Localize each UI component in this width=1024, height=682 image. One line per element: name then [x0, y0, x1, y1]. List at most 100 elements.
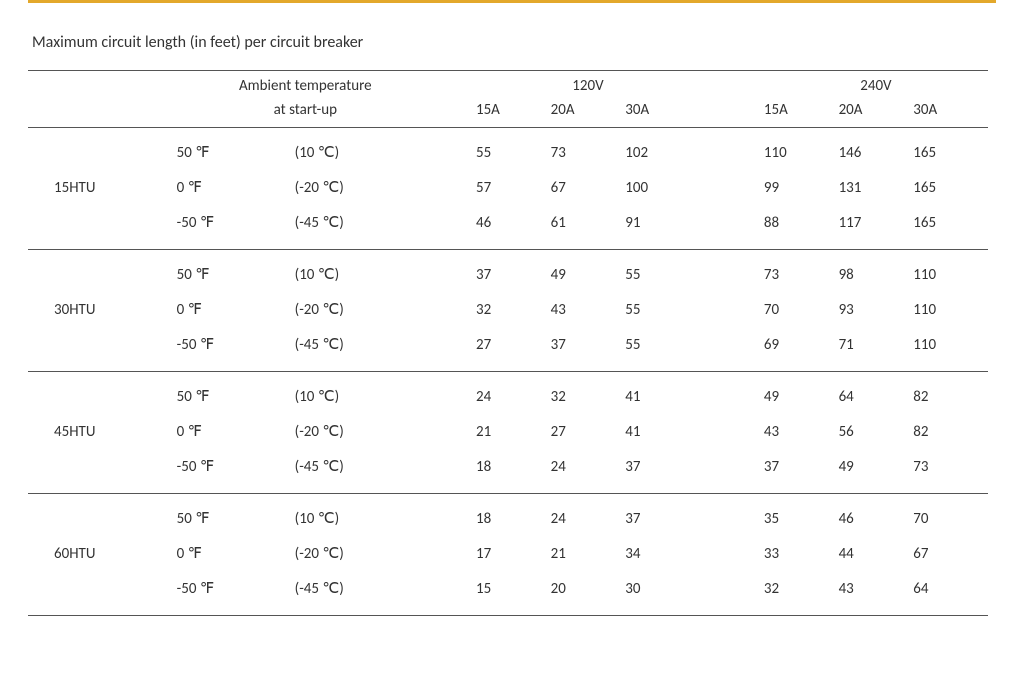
temp-c: (-20 ℃)	[295, 537, 444, 572]
value-cell: 32	[476, 293, 551, 328]
value-cell: 55	[476, 128, 551, 172]
value-cell: 37	[625, 450, 700, 494]
model-label: 45HTU	[28, 415, 167, 450]
value-cell: 20	[551, 572, 626, 616]
temp-c: (-45 ℃)	[295, 450, 444, 494]
value-cell: 43	[839, 572, 914, 616]
temp-c: (10 ℃)	[295, 128, 444, 172]
value-cell: 35	[764, 494, 839, 538]
value-cell: 49	[764, 372, 839, 416]
value-cell: 88	[764, 206, 839, 250]
table-row: 60HTU0 ℉(-20 ℃)172134334467	[28, 537, 988, 572]
header-row-1: Ambient temperature 120V 240V	[28, 71, 988, 98]
temp-c: (10 ℃)	[295, 250, 444, 294]
value-cell: 93	[839, 293, 914, 328]
value-cell: 37	[476, 250, 551, 294]
table-row: 50 ℉(10 ℃)5573102110146165	[28, 128, 988, 172]
table-row: -50 ℉(-45 ℃)152030324364	[28, 572, 988, 616]
value-cell: 117	[839, 206, 914, 250]
table-row: -50 ℉(-45 ℃)2737556971110	[28, 328, 988, 372]
value-cell: 17	[476, 537, 551, 572]
value-cell: 30	[625, 572, 700, 616]
amp-20a-120: 20A	[551, 97, 626, 128]
value-cell: 32	[764, 572, 839, 616]
table-row: -50 ℉(-45 ℃)182437374973	[28, 450, 988, 494]
amp-30a-240: 30A	[913, 97, 988, 128]
value-cell: 73	[764, 250, 839, 294]
value-cell: 27	[476, 328, 551, 372]
value-cell: 64	[839, 372, 914, 416]
value-cell: 55	[625, 250, 700, 294]
temp-f: -50 ℉	[167, 572, 295, 616]
value-cell: 73	[551, 128, 626, 172]
value-cell: 24	[551, 450, 626, 494]
amp-20a-240: 20A	[839, 97, 914, 128]
value-cell: 34	[625, 537, 700, 572]
value-cell: 61	[551, 206, 626, 250]
table-row: 50 ℉(10 ℃)182437354670	[28, 494, 988, 538]
value-cell: 165	[913, 128, 988, 172]
value-cell: 110	[913, 293, 988, 328]
temp-f: -50 ℉	[167, 206, 295, 250]
value-cell: 46	[839, 494, 914, 538]
amp-30a-120: 30A	[625, 97, 700, 128]
temp-c: (-45 ℃)	[295, 572, 444, 616]
amp-15a-120: 15A	[476, 97, 551, 128]
value-cell: 110	[913, 250, 988, 294]
value-cell: 41	[625, 415, 700, 450]
temp-c: (-20 ℃)	[295, 171, 444, 206]
table-title: Maximum circuit length (in feet) per cir…	[32, 33, 996, 52]
table-row: 50 ℉(10 ℃)3749557398110	[28, 250, 988, 294]
value-cell: 24	[476, 372, 551, 416]
value-cell: 37	[764, 450, 839, 494]
temp-f: -50 ℉	[167, 328, 295, 372]
value-cell: 165	[913, 171, 988, 206]
volt-120-header: 120V	[551, 71, 626, 98]
temp-f: 50 ℉	[167, 250, 295, 294]
value-cell: 21	[476, 415, 551, 450]
table-row: 50 ℉(10 ℃)243241496482	[28, 372, 988, 416]
value-cell: 67	[551, 171, 626, 206]
value-cell: 21	[551, 537, 626, 572]
table-row: -50 ℉(-45 ℃)46619188117165	[28, 206, 988, 250]
value-cell: 43	[551, 293, 626, 328]
temp-c: (10 ℃)	[295, 494, 444, 538]
model-label: 15HTU	[28, 171, 167, 206]
value-cell: 49	[839, 450, 914, 494]
value-cell: 82	[913, 372, 988, 416]
model-label: 30HTU	[28, 293, 167, 328]
table-row: 45HTU0 ℉(-20 ℃)212741435682	[28, 415, 988, 450]
value-cell: 91	[625, 206, 700, 250]
temp-c: (-20 ℃)	[295, 415, 444, 450]
amp-15a-240: 15A	[764, 97, 839, 128]
circuit-length-table: Ambient temperature 120V 240V at start-u…	[28, 70, 988, 616]
value-cell: 69	[764, 328, 839, 372]
value-cell: 55	[625, 293, 700, 328]
table-row: 30HTU0 ℉(-20 ℃)3243557093110	[28, 293, 988, 328]
value-cell: 37	[625, 494, 700, 538]
value-cell: 102	[625, 128, 700, 172]
model-label: 60HTU	[28, 537, 167, 572]
value-cell: 18	[476, 450, 551, 494]
value-cell: 110	[764, 128, 839, 172]
temp-c: (10 ℃)	[295, 372, 444, 416]
temp-f: 0 ℉	[167, 537, 295, 572]
value-cell: 67	[913, 537, 988, 572]
temp-c: (-45 ℃)	[295, 206, 444, 250]
temp-c: (-45 ℃)	[295, 328, 444, 372]
accent-rule	[28, 0, 996, 3]
temp-f: 0 ℉	[167, 171, 295, 206]
value-cell: 70	[913, 494, 988, 538]
value-cell: 146	[839, 128, 914, 172]
header-row-2: at start-up 15A 20A 30A 15A 20A 30A	[28, 97, 988, 128]
value-cell: 98	[839, 250, 914, 294]
temp-f: 0 ℉	[167, 415, 295, 450]
value-cell: 131	[839, 171, 914, 206]
temp-c: (-20 ℃)	[295, 293, 444, 328]
ambient-header-line2: at start-up	[167, 97, 444, 128]
value-cell: 70	[764, 293, 839, 328]
value-cell: 71	[839, 328, 914, 372]
value-cell: 37	[551, 328, 626, 372]
value-cell: 27	[551, 415, 626, 450]
value-cell: 43	[764, 415, 839, 450]
